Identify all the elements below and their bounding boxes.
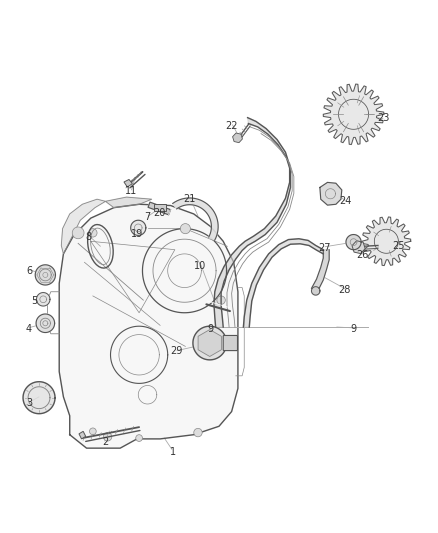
Polygon shape — [36, 314, 55, 333]
Polygon shape — [193, 326, 226, 360]
Polygon shape — [311, 249, 329, 288]
Polygon shape — [320, 182, 342, 205]
Circle shape — [217, 296, 225, 304]
Text: 5: 5 — [31, 296, 37, 306]
Circle shape — [194, 429, 202, 437]
Polygon shape — [173, 198, 218, 240]
Text: 6: 6 — [26, 266, 32, 276]
Polygon shape — [362, 217, 411, 265]
Text: 1: 1 — [170, 447, 176, 456]
Polygon shape — [323, 84, 384, 144]
Circle shape — [103, 433, 112, 441]
Polygon shape — [106, 197, 152, 208]
Polygon shape — [35, 265, 56, 285]
Circle shape — [88, 229, 97, 237]
Text: 26: 26 — [356, 250, 368, 260]
Text: 20: 20 — [153, 208, 166, 217]
Text: 27: 27 — [318, 243, 330, 253]
Text: 8: 8 — [85, 232, 92, 242]
Text: 2: 2 — [102, 437, 109, 447]
Text: 22: 22 — [226, 120, 238, 131]
Polygon shape — [311, 287, 320, 295]
Polygon shape — [23, 382, 55, 414]
Text: 7: 7 — [145, 212, 151, 222]
Text: 3: 3 — [26, 398, 32, 408]
Polygon shape — [346, 235, 361, 249]
Text: 29: 29 — [170, 346, 182, 357]
Text: 4: 4 — [26, 324, 32, 334]
Text: 25: 25 — [393, 241, 405, 252]
Text: 24: 24 — [339, 196, 351, 206]
Text: 9: 9 — [208, 324, 214, 334]
Text: 19: 19 — [131, 229, 143, 239]
Polygon shape — [79, 431, 86, 439]
Polygon shape — [244, 239, 323, 327]
Polygon shape — [214, 118, 290, 327]
Text: 28: 28 — [338, 285, 350, 295]
Polygon shape — [124, 180, 132, 187]
Polygon shape — [36, 293, 50, 306]
Text: 9: 9 — [350, 324, 357, 334]
FancyBboxPatch shape — [154, 204, 166, 212]
Circle shape — [89, 428, 96, 435]
Text: 23: 23 — [378, 114, 390, 124]
Polygon shape — [148, 202, 170, 215]
Text: 10: 10 — [194, 261, 206, 271]
Circle shape — [136, 435, 142, 441]
Text: 11: 11 — [124, 186, 137, 196]
Text: 21: 21 — [184, 194, 196, 204]
Polygon shape — [61, 199, 106, 254]
Circle shape — [72, 227, 84, 239]
Polygon shape — [59, 204, 238, 448]
Circle shape — [180, 224, 191, 233]
FancyBboxPatch shape — [223, 335, 237, 351]
Polygon shape — [131, 220, 146, 236]
